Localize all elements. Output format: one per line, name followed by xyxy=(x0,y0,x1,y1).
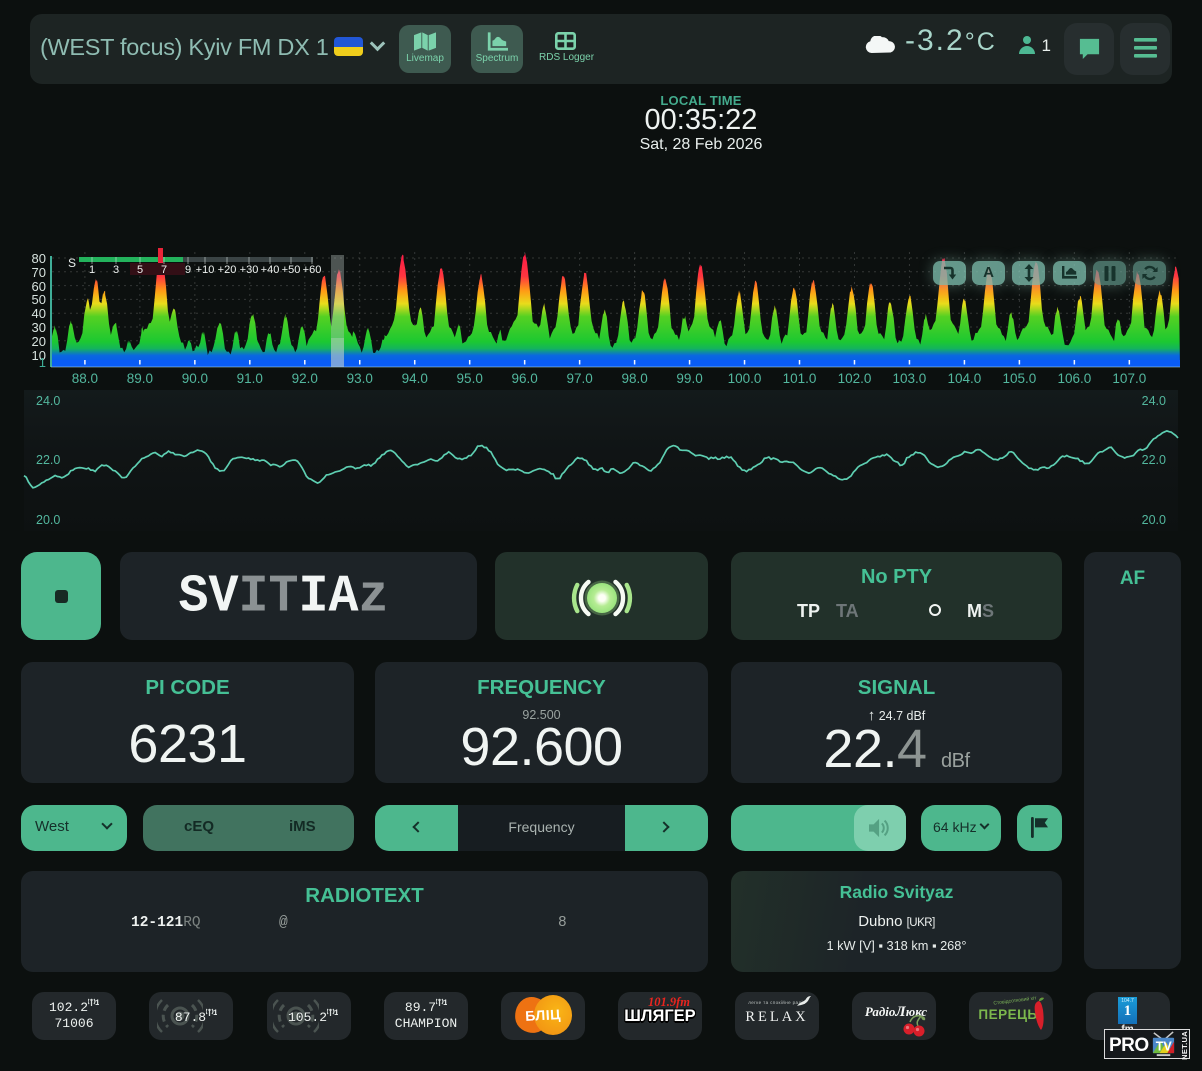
svg-text:3: 3 xyxy=(113,264,119,276)
svg-text:S: S xyxy=(68,256,76,270)
svg-text:+40: +40 xyxy=(261,264,280,276)
svg-text:+10: +10 xyxy=(196,264,215,276)
svg-text:+20: +20 xyxy=(218,264,237,276)
svg-text:1: 1 xyxy=(443,999,447,1007)
svg-text:7: 7 xyxy=(161,264,167,276)
svg-text:+60: +60 xyxy=(303,264,322,276)
svg-text:+30: +30 xyxy=(240,264,259,276)
svg-text:1: 1 xyxy=(213,1009,217,1017)
svg-text:1: 1 xyxy=(334,1009,338,1017)
svg-text:1: 1 xyxy=(89,264,95,276)
svg-text:9: 9 xyxy=(185,264,191,276)
svg-text:5: 5 xyxy=(137,264,143,276)
svg-text:1: 1 xyxy=(95,999,99,1007)
svg-text:+50: +50 xyxy=(282,264,301,276)
svg-text:TV: TV xyxy=(1156,1039,1173,1053)
